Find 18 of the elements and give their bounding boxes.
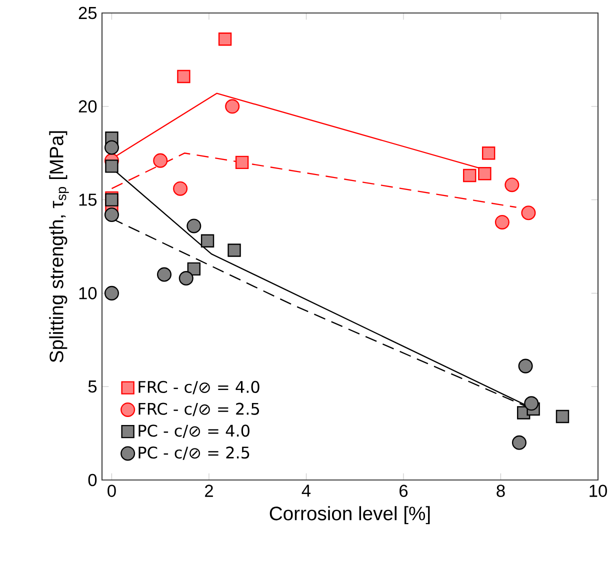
y-tick-label: 5 [88, 380, 97, 393]
x-tick-label: 4 [302, 484, 311, 497]
x-tick-label: 8 [496, 484, 505, 497]
legend-label: PC - c/⊘ = 4.0 [138, 424, 250, 438]
x-tick-label: 6 [400, 484, 408, 497]
legend-label: PC - c/⊘ = 2.5 [138, 446, 250, 460]
x-axis-title: Corrosion level [%] [270, 506, 430, 524]
legend-label: FRC - c/⊘ = 2.5 [138, 402, 259, 416]
y-tick-label: 20 [78, 100, 97, 113]
x-tick-label: 0 [108, 484, 116, 497]
x-tick-label: 2 [205, 484, 213, 497]
legend-label: FRC - c/⊘ = 4.0 [138, 380, 260, 394]
y-tick-label: 10 [79, 287, 97, 300]
y-tick-label: 0 [88, 474, 97, 486]
x-tick-label: 10 [590, 484, 607, 497]
y-tick-label: 15 [79, 194, 97, 206]
y-tick-label: 25 [78, 6, 97, 20]
y-axis-title: Splitting strength, τ$_{sp}$ [MPa] [49, 131, 69, 362]
